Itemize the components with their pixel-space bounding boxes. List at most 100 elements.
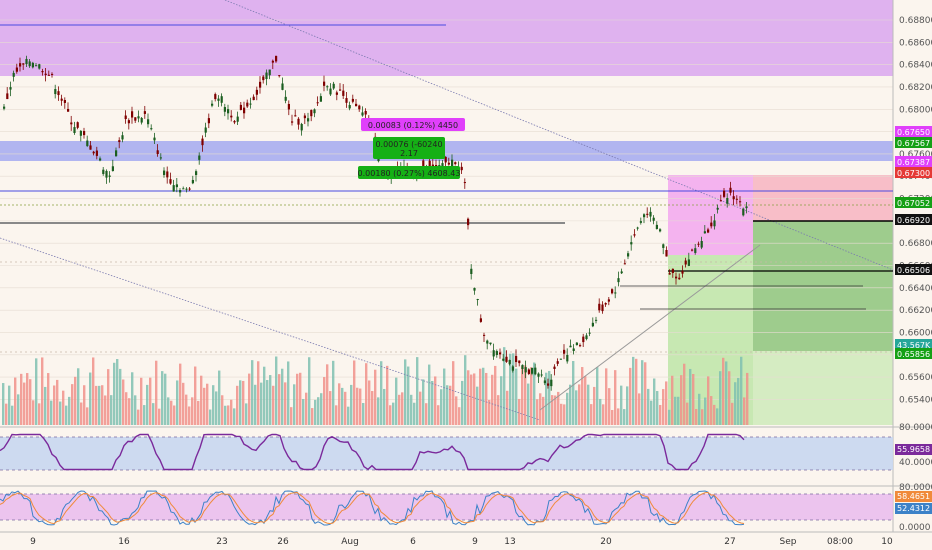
stoch-d-last-value: 52.4312 [897,504,930,513]
candle-body [44,73,47,76]
x-tick-label: 20 [600,537,612,547]
volume-bar [44,386,47,425]
x-tick-label: 10 [881,537,893,547]
candle-body [707,229,710,233]
candle-body [281,83,284,90]
candle-body [278,75,281,77]
volume-bar [245,403,248,425]
candle-body [166,171,169,178]
volume-bar [485,372,488,425]
candle-body [732,196,735,200]
volume-bar [680,375,683,425]
candle-body [70,122,73,125]
candle-body [319,96,322,102]
candle-body [262,76,265,81]
volume-bars [2,347,749,425]
candle-body [249,103,252,105]
candle-body [198,155,201,160]
volume-bar [713,404,716,425]
candle-body [323,81,326,86]
volume-bar [392,402,395,425]
volume-bar [50,400,53,425]
candle-body [207,118,210,124]
candle-body [623,263,626,265]
volume-bar [611,409,614,425]
drawing-lines [0,0,894,421]
volume-bar [617,408,620,425]
time-axis[interactable]: 9 16 23 26 Aug 6 9 13 20 27 Sep 08:00 10 [30,537,893,547]
volume-bar [647,388,650,425]
volume-bar [365,363,368,425]
volume-bar [563,404,566,425]
volume-bar [338,383,341,425]
candle-body [684,260,687,265]
volume-bar [542,396,545,425]
candle-body [156,150,159,155]
candle-body [361,112,364,116]
volume-bar [614,370,617,425]
volume-bar [695,409,698,425]
candle-body [460,166,463,171]
volume-bar [122,379,125,425]
price-tag: 0.67567 [897,139,930,148]
candle-body [345,98,348,103]
candle-body [326,86,329,88]
volume-bar [530,367,533,425]
volume-bar [344,391,347,425]
candle-body [131,111,134,118]
candle-body [246,102,249,107]
candle-body [518,360,521,364]
volume-bar [602,404,605,425]
volume-bar [587,384,590,425]
volume-bar [413,402,416,425]
candle-body [9,87,12,90]
volume-bar [14,377,17,425]
support-zone-blue [0,141,893,161]
volume-bar [227,405,230,425]
candle-body [588,332,591,334]
volume-bar [146,384,149,425]
measure-label-4: 0.00180 (0.27%) 4608.43 [358,169,461,178]
candle-body [150,128,153,130]
candle-body [310,110,313,117]
price-tag: 0.66920 [897,216,930,225]
volume-bar [194,366,197,425]
price-tag-box [895,339,932,350]
candle-body [60,98,63,101]
volume-bar [527,383,530,425]
candle-body [745,206,748,209]
volume-bar [290,407,293,425]
candle-body [595,319,598,321]
stoch-k-last-value: 58.4651 [897,492,930,501]
volume-bar [719,371,722,425]
price-axis[interactable]: 0.688000.686000.684000.682000.680000.678… [895,16,932,533]
x-tick-label: 27 [724,537,735,547]
volume-bar [608,388,611,425]
volume-bar [398,394,401,425]
volume-bar [317,397,320,425]
candle-body [111,166,114,172]
x-tick-label: 23 [216,537,227,547]
volume-bar [509,353,512,425]
volume-bar [374,369,377,425]
volume-bar [29,379,32,425]
volume-bar [335,405,338,425]
candle-body [185,188,188,190]
volume-bar [656,391,659,425]
candle-body [486,340,489,344]
candle-body [559,358,562,360]
volume-bar [623,409,626,425]
candle-body [204,127,207,133]
volume-bar [539,393,542,425]
candle-body [703,231,706,234]
candle-body [169,179,172,184]
volume-bar [431,380,434,425]
candle-body [537,373,540,377]
volume-bar [32,400,35,425]
